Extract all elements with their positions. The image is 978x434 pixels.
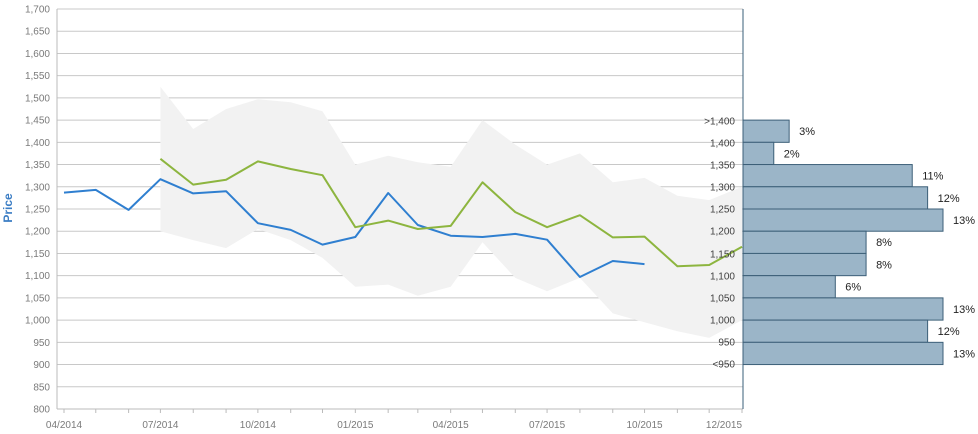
histogram-bar-label: 12% bbox=[938, 193, 960, 205]
y-axis-label: Price bbox=[1, 193, 15, 223]
histogram-bar-label: 8% bbox=[876, 259, 892, 271]
y-tick-label: 1,350 bbox=[25, 160, 50, 171]
histogram-bar bbox=[742, 275, 836, 299]
price-distribution-histogram: 3% 2% 11% 12% 13% 8% 8% 6% 13% 12% 13% >1,400 1,400 1… bbox=[704, 117, 975, 371]
histogram-bin-label: 1,350 bbox=[710, 161, 735, 172]
histogram-bar-label: 2% bbox=[784, 148, 800, 160]
y-tick-label: 1,200 bbox=[25, 227, 50, 238]
x-tick-label: 07/2014 bbox=[142, 420, 179, 431]
histogram-bar-label: 6% bbox=[845, 282, 861, 294]
y-tick-label: 1,650 bbox=[25, 27, 50, 38]
y-tick-label: 850 bbox=[33, 382, 50, 393]
histogram-bin-label: 1,200 bbox=[710, 227, 735, 238]
y-tick-label: 1,300 bbox=[25, 182, 50, 193]
x-tick-label: 12/2015 bbox=[706, 420, 743, 431]
histogram-bar-label: 3% bbox=[799, 126, 815, 138]
x-tick-label: 04/2015 bbox=[433, 420, 470, 431]
series-line-2 bbox=[159, 158, 743, 268]
histogram-bin-label: <950 bbox=[712, 360, 735, 371]
histogram-bar-label: 13% bbox=[953, 348, 975, 360]
histogram-bin-label: 1,150 bbox=[710, 250, 735, 261]
y-tick-label: 1,400 bbox=[25, 138, 50, 149]
histogram-bar bbox=[742, 164, 913, 188]
y-tick-label: 1,050 bbox=[25, 293, 50, 304]
histogram-bin-label: 1,400 bbox=[710, 139, 735, 150]
forecast-range-band bbox=[160, 86, 742, 338]
y-tick-label: 1,600 bbox=[25, 49, 50, 60]
y-tick-labels: 800 850 900 950 1,000 1,050 1,100 1,150 1,200 1,2… bbox=[25, 5, 50, 416]
histogram-bar-label: 8% bbox=[876, 237, 892, 249]
histogram-bin-label: >1,400 bbox=[704, 117, 735, 128]
y-tick-label: 1,000 bbox=[25, 316, 50, 327]
series-lines bbox=[63, 158, 743, 278]
range-band-area bbox=[160, 86, 742, 338]
y-tick-label: 900 bbox=[33, 360, 50, 371]
y-tick-label: 950 bbox=[33, 338, 50, 349]
x-tick-label: 01/2015 bbox=[337, 420, 374, 431]
series-line-1 bbox=[63, 178, 645, 278]
x-tick-label: 07/2015 bbox=[529, 420, 566, 431]
histogram-bar bbox=[742, 230, 867, 254]
histogram-bin-label: 1,250 bbox=[710, 205, 735, 216]
histogram-bin-label: 1,100 bbox=[710, 272, 735, 283]
y-tick-label: 800 bbox=[33, 405, 50, 416]
x-tick-label: 04/2014 bbox=[46, 420, 83, 431]
histogram-bar-label: 13% bbox=[953, 215, 975, 227]
x-tick-label: 10/2015 bbox=[626, 420, 663, 431]
histogram-bin-label: 950 bbox=[718, 338, 735, 349]
histogram-bar bbox=[742, 319, 929, 343]
histogram-bar bbox=[742, 297, 944, 321]
x-tick-label: 10/2014 bbox=[240, 420, 277, 431]
histogram-bar bbox=[742, 252, 867, 277]
y-tick-label: 1,500 bbox=[25, 93, 50, 104]
histogram-bar bbox=[742, 141, 775, 166]
y-tick-label: 1,550 bbox=[25, 71, 50, 82]
histogram-bar-label: 12% bbox=[938, 326, 960, 338]
histogram-bar bbox=[742, 341, 944, 366]
histogram-bin-label: 1,300 bbox=[710, 183, 735, 194]
y-tick-label: 1,150 bbox=[25, 249, 50, 260]
y-tick-label: 1,700 bbox=[25, 5, 50, 16]
x-tick-labels: 04/2014 07/2014 10/2014 01/2015 04/2015 07/20… bbox=[46, 420, 743, 431]
histogram-bar bbox=[742, 186, 929, 210]
histogram-bar bbox=[742, 208, 944, 232]
histogram-bar bbox=[742, 119, 790, 143]
histogram-bar-label: 13% bbox=[953, 304, 975, 316]
y-tick-label: 1,450 bbox=[25, 116, 50, 127]
y-tick-label: 1,100 bbox=[25, 271, 50, 282]
histogram-bin-label: 1,000 bbox=[710, 316, 735, 327]
histogram-bar-label: 11% bbox=[922, 171, 943, 183]
y-tick-label: 1,250 bbox=[25, 205, 50, 216]
histogram-bin-label: 1,050 bbox=[710, 294, 735, 305]
